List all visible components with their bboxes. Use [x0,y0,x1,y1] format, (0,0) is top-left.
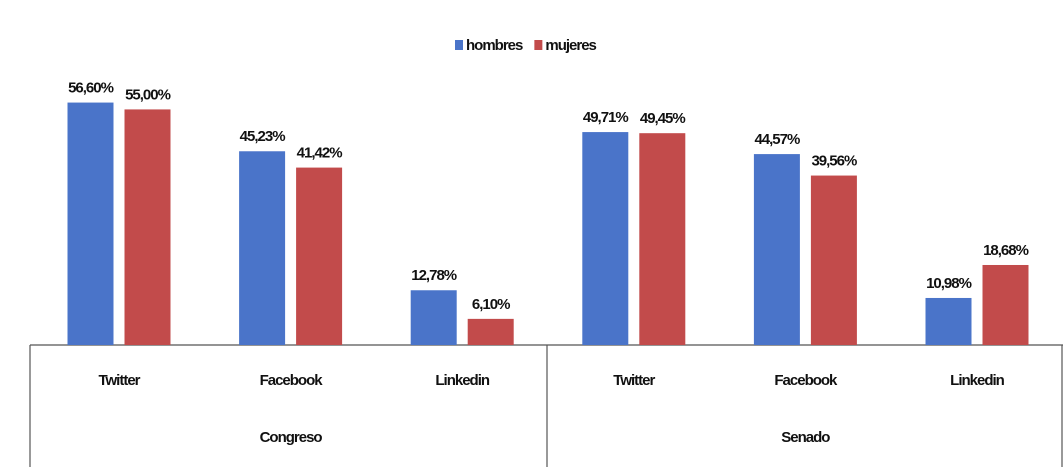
bar [925,297,972,345]
data-label: 55,00% [125,86,171,103]
legend-swatch [534,40,543,50]
x-tick-label: Facebook [774,372,838,389]
bar [296,167,343,345]
x-tick-label: Facebook [260,372,324,389]
bar [410,290,457,345]
data-label: 45,23% [240,128,286,145]
data-label: 18,68% [983,242,1029,259]
bar [467,318,514,345]
data-label: 6,10% [472,296,510,313]
data-label: 10,98% [926,275,972,292]
bar [639,133,686,345]
bar [982,264,1029,345]
x-tick-label: Twitter [98,372,140,389]
bar [124,109,171,346]
x-tick-label: Linkedin [950,372,1005,389]
data-label: 39,56% [811,153,857,170]
data-label: 41,42% [297,145,343,162]
group-label: Senado [781,429,830,446]
legend-swatch [455,40,463,50]
data-label: 56,60% [68,80,114,97]
data-label: 49,45% [640,110,686,127]
legend-label: mujeres [545,37,596,54]
legend-label: hombres [466,37,523,54]
x-tick-label: Twitter [613,372,655,389]
bar [810,175,857,345]
x-tick-label: Linkedin [435,372,490,389]
bar [239,151,286,345]
data-label: 49,71% [583,109,629,126]
data-label: 12,78% [411,267,457,284]
data-label: 44,57% [754,131,800,148]
bar [582,132,629,345]
bar [753,154,800,345]
group-label: Congreso [260,429,323,446]
bar [67,102,114,346]
